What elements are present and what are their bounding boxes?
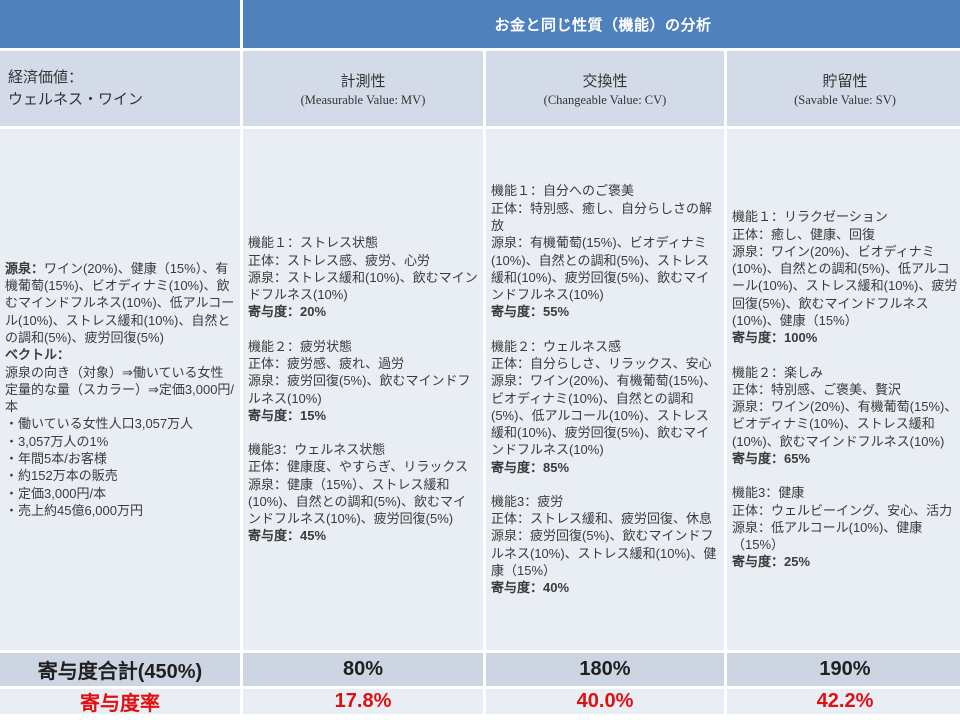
vector-bullet: ・売上約45億6,000万円 [5,502,143,518]
function-title: 機能3：疲労 [491,493,564,509]
function-title: 機能１：リラクゼーション [732,209,888,225]
function-title: 機能3：ウェルネス状態 [248,442,386,458]
function-source: 源泉：ストレス緩和(10%)、飲むマインドフルネス(10%) [248,269,478,303]
rate-value-mv: 17.8% [243,689,483,714]
function-contribution: 寄与度：55% [491,304,570,320]
function-identity: 正体：ウェルビーイング、安心、活力 [732,502,953,518]
function-identity: 正体：ストレス感、疲労、心労 [248,252,431,268]
rate-value-sv: 42.2% [727,689,960,714]
col-header-changeable-en: (Changeable Value: CV) [543,92,667,107]
function-block: 機能3：健康 正体：ウェルビーイング、安心、活力 源泉：低アルコール(10%)、… [732,484,958,570]
function-contribution: 寄与度：25% [732,554,811,570]
function-source: 源泉：ワイン(20%)、有機葡萄(15%)、ビオディナミ(10%)、ストレス緩和… [732,399,958,449]
function-identity: 正体：疲労感、疲れ、過労 [248,355,405,371]
function-contribution: 寄与度：20% [248,304,327,320]
source-label: 源泉： [5,260,45,276]
function-source: 源泉：ワイン(20%)、有機葡萄(15%)、ビオディナミ(10%)、自然との調和… [491,373,717,458]
function-block: 機能3：ウェルネス状態 正体：健康度、やすらぎ、リラックス 源泉：健康（15%）… [248,441,478,545]
source-vector-cell: 源泉：ワイン(20%)、健康（15%）、有機葡萄(15%)、ビオディナミ(10%… [0,129,240,650]
col-header-changeable: 交換性 (Changeable Value: CV) [486,51,724,126]
banner-spacer-cell [0,0,240,48]
rate-value-cv: 40.0% [486,689,724,714]
function-block: 機能3：疲労 正体：ストレス緩和、疲労回復、休息 源泉：疲労回復(5%)、飲むマ… [491,493,719,597]
vector-bullet: ・3,057万人の1% [5,433,109,449]
col-header-savable-en: (Savable Value: SV) [794,92,896,107]
col-header-savable: 貯留性 (Savable Value: SV) [727,51,960,126]
function-title: 機能１：ストレス状態 [248,235,379,251]
rate-label: 寄与度率 [0,689,240,714]
function-source: 源泉：ワイン(20%)、ビオディナミ(10%)、自然との調和(5%)、低アルコー… [732,243,958,329]
function-title: 機能２：ウェルネス感 [491,338,622,354]
function-identity: 正体：特別感、癒し、自分らしさの解放 [491,200,713,233]
function-block: 機能２：楽しみ 正体：特別感、ご褒美、贅沢 源泉：ワイン(20%)、有機葡萄(1… [732,364,958,468]
vector-line: 定量的な量（スカラー）⇒定価3,000円/本 [5,381,235,415]
vector-label: ベクトル： [5,347,71,363]
changeable-value-cell: 機能１：自分へのご褒美 正体：特別感、癒し、自分らしさの解放 源泉：有機葡萄(1… [486,129,724,650]
function-contribution: 寄与度：45% [248,528,327,544]
totals-value-sv: 190% [727,653,960,686]
col-header-savable-ja: 貯留性 [822,72,868,90]
function-identity: 正体：ストレス緩和、疲労回復、休息 [491,511,713,527]
function-block: 機能２：ウェルネス感 正体：自分らしさ、リラックス、安心 源泉：ワイン(20%)… [491,338,719,476]
source-text: ワイン(20%)、健康（15%）、有機葡萄(15%)、ビオディナミ(10%)、飲… [5,260,235,346]
economic-value-line2: ウェルネス・ワイン [8,90,144,108]
vector-bullet: ・約152万本の販売 [5,468,118,484]
function-identity: 正体：自分らしさ、リラックス、安心 [491,355,712,371]
row-header-economic-value: 経済価値： ウェルネス・ワイン [0,51,240,126]
function-block: 機能１：自分へのご褒美 正体：特別感、癒し、自分らしさの解放 源泉：有機葡萄(1… [491,182,719,320]
function-title: 機能２：楽しみ [732,364,824,380]
function-block: 機能１：リラクゼーション 正体：癒し、健康、回復 源泉：ワイン(20%)、ビオデ… [732,208,958,346]
measurable-value-cell: 機能１：ストレス状態 正体：ストレス感、疲労、心労 源泉：ストレス緩和(10%)… [243,129,483,650]
economic-value-line1: 経済価値： [8,68,84,86]
function-contribution: 寄与度：85% [491,459,570,475]
function-source: 源泉：疲労回復(5%)、飲むマインドフルネス(10%)、ストレス緩和(10%)、… [491,528,717,579]
col-header-changeable-ja: 交換性 [582,72,628,90]
function-source: 源泉：疲労回復(5%)、飲むマインドフルネス(10%) [248,373,471,406]
totals-label: 寄与度合計(450%) [0,653,240,686]
banner-title: お金と同じ性質（機能）の分析 [243,0,960,48]
function-identity: 正体：特別感、ご褒美、贅沢 [732,381,902,397]
totals-value-cv: 180% [486,653,724,686]
vector-bullet: ・年間5本/お客様 [5,450,107,466]
function-identity: 正体：癒し、健康、回復 [732,226,876,242]
vector-bullet: ・定価3,000円/本 [5,485,107,501]
function-contribution: 寄与度：15% [248,407,327,423]
function-block: 機能１：ストレス状態 正体：ストレス感、疲労、心労 源泉：ストレス緩和(10%)… [248,234,478,320]
source-paragraph: 源泉：ワイン(20%)、健康（15%）、有機葡萄(15%)、ビオディナミ(10%… [5,260,235,346]
vector-bullet: ・働いている女性人口3,057万人 [5,416,194,432]
function-contribution: 寄与度：100% [732,330,818,346]
function-contribution: 寄与度：40% [491,580,570,596]
col-header-measurable-ja: 計測性 [340,72,386,90]
function-block: 機能２：疲労状態 正体：疲労感、疲れ、過労 源泉：疲労回復(5%)、飲むマインド… [248,338,478,424]
col-header-measurable-en: (Measurable Value: MV) [300,92,426,107]
function-source: 源泉：健康（15%）、ストレス緩和(10%)、自然との調和(5%)、飲むマインド… [248,476,466,527]
function-title: 機能１：自分へのご褒美 [491,183,635,199]
function-source: 源泉：低アルコール(10%)、健康（15%） [732,519,923,553]
vector-line: 源泉の向き（対象）⇒働いている女性 [5,364,224,380]
function-title: 機能3：健康 [732,485,805,501]
col-header-measurable: 計測性 (Measurable Value: MV) [243,51,483,126]
function-identity: 正体：健康度、やすらぎ、リラックス [248,459,468,475]
function-title: 機能２：疲労状態 [248,338,353,354]
savable-value-cell: 機能１：リラクゼーション 正体：癒し、健康、回復 源泉：ワイン(20%)、ビオデ… [727,129,960,650]
function-contribution: 寄与度：65% [732,450,811,466]
function-source: 源泉：有機葡萄(15%)、ビオディナミ(10%)、自然との調和(5%)、ストレス… [491,235,710,303]
totals-value-mv: 80% [243,653,483,686]
